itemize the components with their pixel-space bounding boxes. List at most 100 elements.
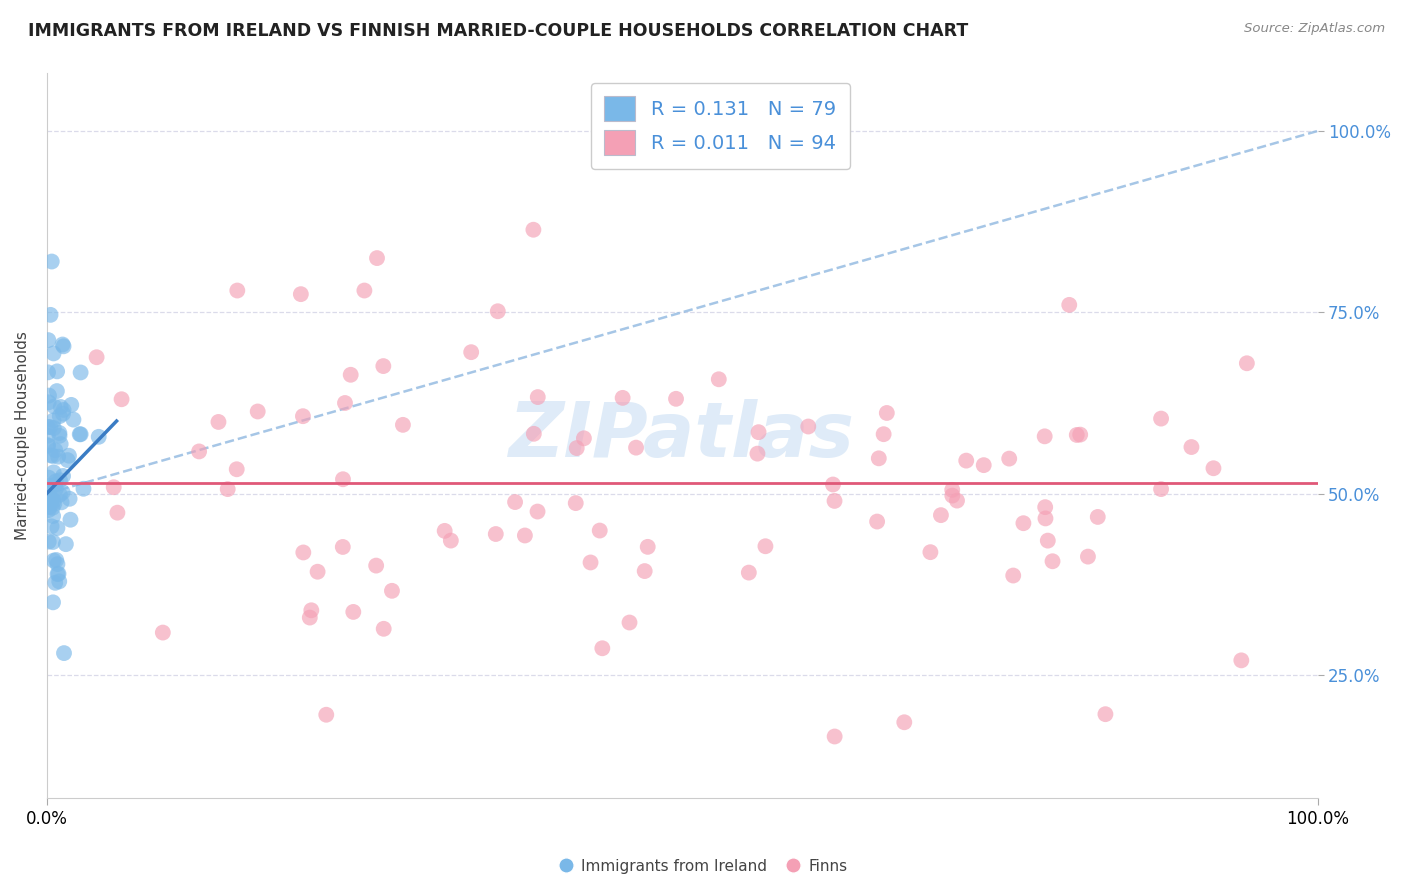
Point: [460, 345, 482, 359]
Point: [707, 372, 730, 386]
Point: [246, 404, 269, 418]
Point: [49, 473, 72, 487]
Point: [62, 412, 84, 426]
Point: [44, 575, 66, 590]
Point: [37, 365, 59, 379]
Point: [46, 364, 69, 378]
Point: [59, 513, 82, 527]
Point: [298, 610, 321, 624]
Point: [38, 395, 60, 409]
Point: [48, 429, 70, 443]
Point: [217, 482, 239, 496]
Point: [37, 439, 59, 453]
Point: [39, 420, 62, 434]
Point: [373, 622, 395, 636]
Point: [579, 556, 602, 570]
Point: [291, 409, 314, 424]
Point: [226, 284, 249, 298]
Text: IMMIGRANTS FROM IRELAND VS FINNISH MARRIED-COUPLE HOUSEHOLDS CORRELATION CHART: IMMIGRANTS FROM IRELAND VS FINNISH MARRI…: [28, 22, 969, 40]
Point: [342, 605, 364, 619]
Point: [1057, 298, 1080, 312]
Point: [42, 595, 65, 609]
Point: [998, 451, 1021, 466]
Point: [522, 223, 544, 237]
Point: [42, 449, 65, 463]
Point: [38, 534, 60, 549]
Point: [41, 500, 63, 515]
Point: [1150, 411, 1173, 425]
Point: [824, 494, 846, 508]
Point: [1202, 461, 1225, 475]
Point: [381, 583, 404, 598]
Point: [45, 482, 67, 496]
Point: [39, 449, 62, 463]
Point: [37, 479, 59, 493]
Point: [955, 453, 977, 467]
Text: ZIPatlas: ZIPatlas: [509, 399, 855, 473]
Text: Source: ZipAtlas.com: Source: ZipAtlas.com: [1244, 22, 1385, 36]
Point: [44, 400, 66, 414]
Point: [513, 528, 536, 542]
Point: [48, 566, 70, 581]
Point: [45, 475, 67, 489]
Point: [45, 384, 67, 398]
Point: [42, 421, 65, 435]
Point: [45, 553, 67, 567]
Point: [87, 430, 110, 444]
Point: [52, 403, 75, 417]
Point: [612, 391, 634, 405]
Point: [37, 428, 59, 442]
Point: [39, 308, 62, 322]
Point: [41, 492, 63, 507]
Point: [38, 495, 60, 509]
Point: [49, 400, 72, 414]
Point: [929, 508, 952, 523]
Point: [46, 450, 69, 464]
Point: [1036, 533, 1059, 548]
Point: [433, 524, 456, 538]
Point: [44, 443, 66, 458]
Point: [44, 497, 66, 511]
Point: [37, 438, 59, 452]
Point: [86, 350, 108, 364]
Point: [107, 506, 129, 520]
Point: [747, 447, 769, 461]
Legend: R = 0.131   N = 79, R = 0.011   N = 94: R = 0.131 N = 79, R = 0.011 N = 94: [591, 83, 849, 169]
Point: [392, 417, 415, 432]
Point: [637, 540, 659, 554]
Point: [46, 557, 69, 571]
Point: [1230, 653, 1253, 667]
Point: [526, 390, 548, 404]
Point: [41, 254, 63, 268]
Point: [1033, 429, 1056, 443]
Point: [821, 477, 844, 491]
Point: [440, 533, 463, 548]
Point: [58, 491, 80, 506]
Point: [38, 503, 60, 517]
Point: [941, 489, 963, 503]
Point: [225, 462, 247, 476]
Point: [307, 565, 329, 579]
Point: [42, 494, 65, 508]
Point: [52, 469, 75, 483]
Point: [332, 472, 354, 486]
Point: [42, 508, 65, 523]
Point: [1042, 554, 1064, 568]
Point: [152, 625, 174, 640]
Point: [564, 496, 586, 510]
Point: [1069, 427, 1091, 442]
Point: [872, 427, 894, 442]
Point: [1066, 428, 1088, 442]
Point: [526, 504, 548, 518]
Point: [1012, 516, 1035, 531]
Point: [48, 425, 70, 440]
Point: [591, 641, 613, 656]
Point: [207, 415, 229, 429]
Point: [1033, 500, 1056, 515]
Point: [42, 535, 65, 549]
Point: [290, 287, 312, 301]
Point: [920, 545, 942, 559]
Point: [42, 553, 65, 567]
Point: [39, 495, 62, 509]
Point: [51, 495, 73, 509]
